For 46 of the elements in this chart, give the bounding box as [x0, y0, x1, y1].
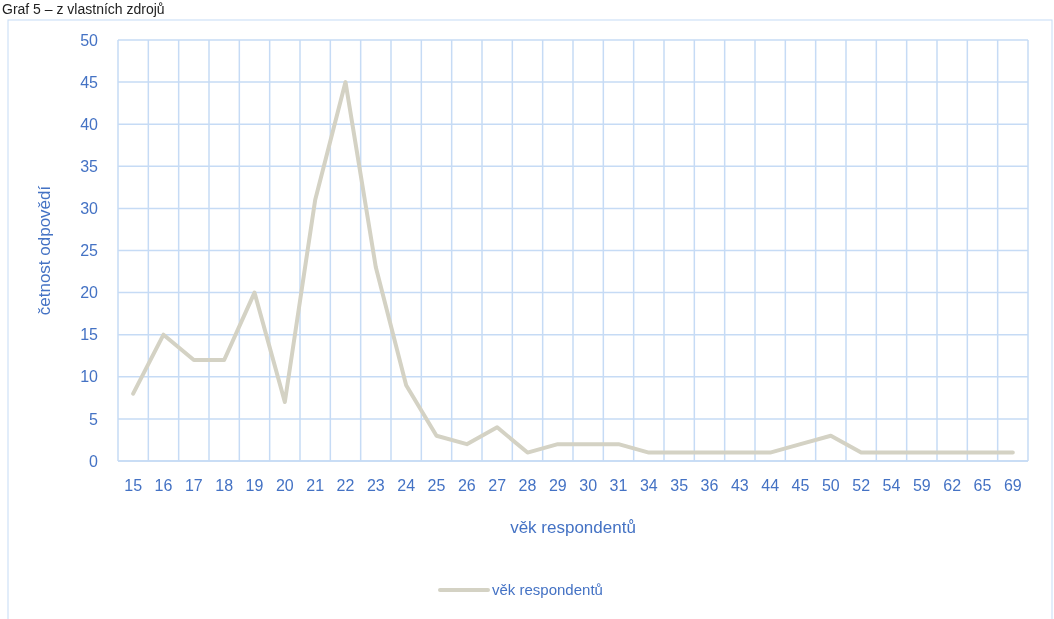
x-tick-label: 54 [882, 477, 901, 494]
y-axis-title: četnost odpovědí [35, 185, 54, 316]
line-series [131, 80, 1015, 455]
x-tick-label: 27 [488, 477, 507, 494]
x-tick-label: 45 [791, 477, 810, 494]
x-tick-label: 34 [639, 477, 658, 494]
y-tick-label: 15 [80, 326, 99, 344]
y-tick-label: 40 [80, 115, 99, 133]
x-tick-label: 30 [579, 477, 598, 494]
x-tick-label: 65 [973, 477, 992, 494]
y-tick-label: 25 [80, 242, 99, 260]
x-tick-label: 19 [245, 477, 264, 494]
x-tick-label: 69 [1003, 477, 1022, 494]
x-tick-label: 23 [366, 477, 385, 494]
y-tick-label: 45 [80, 73, 99, 91]
y-tick-label: 10 [80, 368, 99, 386]
x-tick-label: 25 [427, 477, 446, 494]
y-tick-label: 30 [80, 200, 99, 217]
x-tick-label: 22 [336, 477, 355, 494]
x-tick-label: 18 [215, 477, 234, 494]
x-tick-label: 24 [397, 477, 416, 494]
x-tick-label: 29 [548, 477, 567, 494]
y-tick-label: 35 [80, 157, 99, 175]
legend-label: věk respondentů [492, 581, 603, 599]
x-tick-label: 50 [821, 477, 840, 494]
y-tick-label: 0 [89, 452, 99, 470]
x-tick-label: 35 [670, 477, 689, 494]
x-tick-label: 16 [154, 477, 173, 494]
y-tick-label: 5 [89, 410, 99, 428]
y-tick-label: 20 [80, 284, 99, 302]
x-tick-label: 15 [124, 477, 143, 494]
x-axis-title: věk respondentů [510, 518, 636, 537]
x-tick-label: 62 [943, 477, 962, 494]
x-tick-label: 28 [518, 477, 537, 494]
text: Graf 5 – z vlastních zdrojů [2, 1, 165, 17]
x-tick-label: 21 [306, 477, 325, 494]
y-tick-label: 50 [80, 31, 99, 49]
x-tick-label: 31 [609, 477, 628, 494]
x-tick-label: 52 [852, 477, 871, 494]
x-tick-label: 20 [275, 477, 294, 494]
x-tick-label: 36 [700, 477, 719, 494]
x-tick-label: 44 [761, 477, 780, 494]
x-tick-label: 59 [912, 477, 931, 494]
x-tick-label: 26 [457, 477, 476, 494]
x-tick-label: 17 [184, 477, 203, 494]
x-tick-label: 43 [730, 477, 749, 494]
